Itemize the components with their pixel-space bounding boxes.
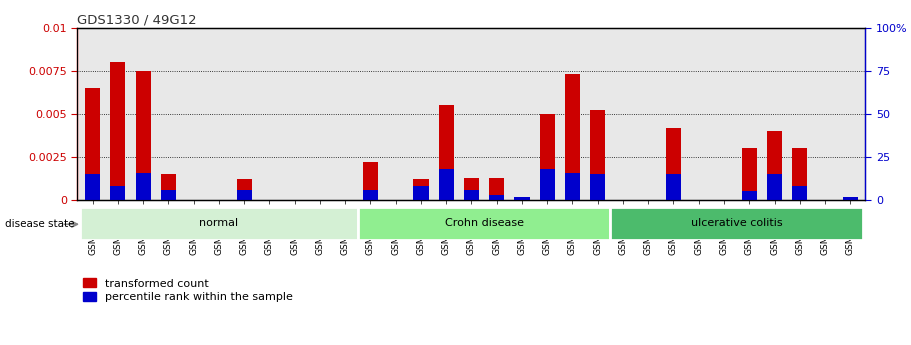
Bar	[110, 186, 126, 200]
Bar	[80, 207, 358, 240]
Bar	[565, 74, 580, 200]
Bar	[358, 207, 610, 240]
Bar	[610, 207, 863, 240]
Bar	[666, 174, 681, 200]
Bar	[767, 174, 783, 200]
Bar	[793, 148, 807, 200]
Bar	[489, 195, 505, 200]
Bar	[160, 174, 176, 200]
Bar	[590, 110, 605, 200]
Bar	[539, 114, 555, 200]
Bar	[742, 191, 757, 200]
Bar	[237, 190, 251, 200]
Text: normal: normal	[200, 218, 239, 228]
Bar	[742, 148, 757, 200]
Bar	[793, 186, 807, 200]
Bar	[85, 88, 100, 200]
Text: disease state: disease state	[5, 219, 74, 228]
Bar	[843, 197, 858, 200]
Bar	[666, 128, 681, 200]
Bar	[539, 169, 555, 200]
Bar	[85, 174, 100, 200]
Text: ulcerative colitis: ulcerative colitis	[691, 218, 783, 228]
Bar	[438, 169, 454, 200]
Bar	[136, 71, 150, 200]
Text: GDS1330 / 49G12: GDS1330 / 49G12	[77, 13, 197, 27]
Text: Crohn disease: Crohn disease	[445, 218, 524, 228]
Bar	[464, 190, 479, 200]
Bar	[767, 131, 783, 200]
Bar	[237, 179, 251, 200]
Legend: transformed count, percentile rank within the sample: transformed count, percentile rank withi…	[83, 278, 293, 302]
Bar	[438, 105, 454, 200]
Bar	[110, 62, 126, 200]
Bar	[414, 179, 428, 200]
Bar	[590, 174, 605, 200]
Bar	[515, 197, 529, 200]
Bar	[363, 190, 378, 200]
Bar	[363, 162, 378, 200]
Bar	[160, 190, 176, 200]
Bar	[414, 186, 428, 200]
Bar	[565, 172, 580, 200]
Bar	[136, 172, 150, 200]
Bar	[489, 178, 505, 200]
Bar	[464, 178, 479, 200]
